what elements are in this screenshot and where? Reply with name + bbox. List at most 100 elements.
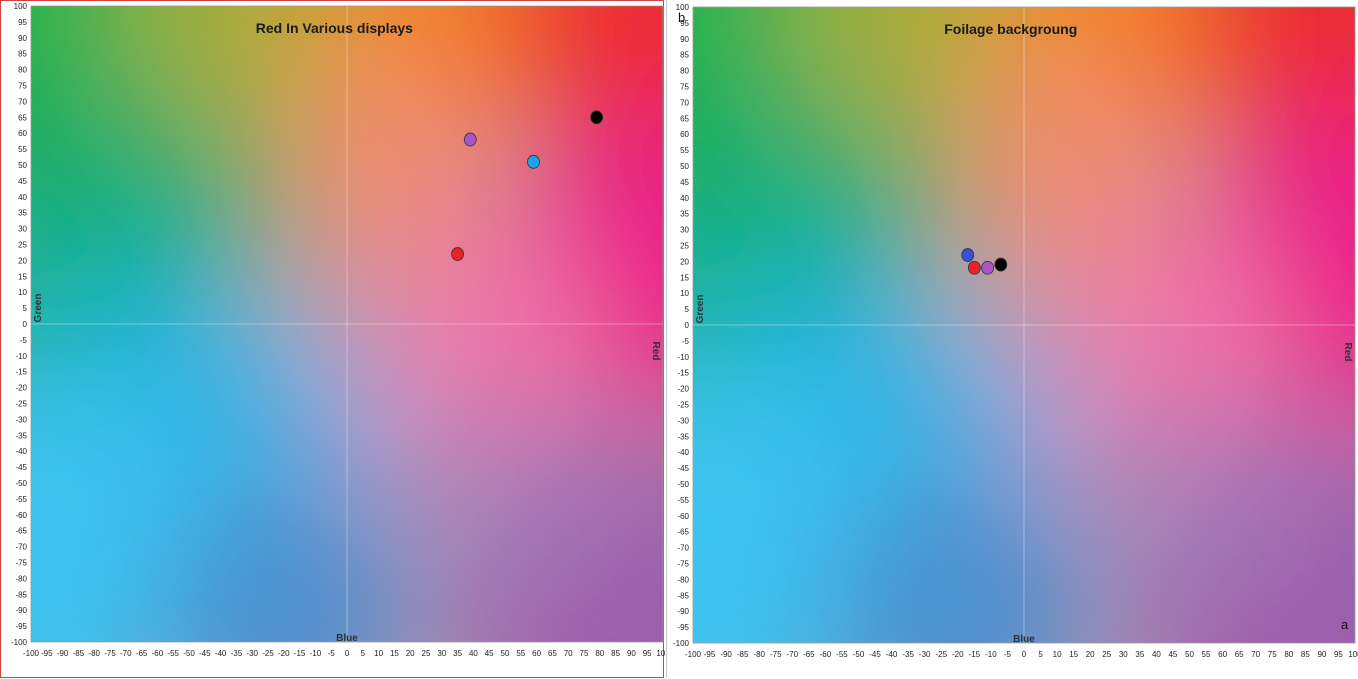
x-tick-label: 15: [1069, 650, 1078, 659]
x-tick-label: -80: [88, 649, 100, 658]
x-tick-label: 10: [1053, 650, 1062, 659]
y-tick-label: -50: [15, 479, 27, 488]
y-tick-label: -65: [15, 527, 27, 536]
x-tick-label: 10: [374, 649, 383, 658]
y-tick-label: 75: [680, 83, 689, 92]
y-tick-label: 75: [18, 82, 27, 91]
data-point-2: [967, 260, 981, 275]
x-tick-label: -85: [737, 650, 749, 659]
panel-letter-label-2: a: [1341, 617, 1349, 632]
y-tick-label: -60: [677, 512, 689, 521]
y-tick-label: -5: [20, 336, 28, 345]
y-tick-label: 5: [685, 305, 690, 314]
x-tick-label: -75: [770, 650, 782, 659]
y-tick-label: 5: [23, 304, 28, 313]
y-tick-label: -45: [677, 464, 689, 473]
y-tick-label: 0: [23, 320, 28, 329]
x-tick-label: 40: [469, 649, 478, 658]
x-tick-label: 50: [1185, 650, 1194, 659]
plot-background-gradient: [693, 7, 1355, 643]
y-tick-label: -75: [677, 560, 689, 569]
y-tick-label: -80: [15, 574, 27, 583]
y-tick-label: 85: [18, 50, 27, 59]
y-tick-label: 35: [18, 209, 27, 218]
data-point-3: [527, 154, 540, 169]
y-tick-label: 70: [680, 98, 689, 107]
x-tick-label: -70: [787, 650, 799, 659]
y-tick-label: 40: [18, 193, 27, 202]
chart-b-svg: 1009590858075706560555045403530252015105…: [673, 3, 1358, 659]
data-point-4: [994, 257, 1008, 272]
x-tick-label: 75: [580, 649, 589, 658]
x-tick-label: -30: [246, 649, 258, 658]
x-tick-label: 95: [1334, 650, 1343, 659]
y-tick-label: -100: [11, 638, 28, 647]
y-tick-label: 55: [18, 145, 27, 154]
y-tick-label: -10: [15, 352, 27, 361]
y-tick-label: 80: [680, 67, 689, 76]
x-tick-label: -35: [231, 649, 243, 658]
x-tick-label: -55: [167, 649, 179, 658]
chart-title: Foilage backgroung: [944, 21, 1077, 37]
x-axis-label: Blue: [336, 633, 358, 644]
data-point-4: [451, 247, 465, 261]
y-tick-label: 50: [680, 162, 689, 171]
x-tick-label: -20: [952, 650, 964, 659]
y-tick-label: 0: [685, 321, 690, 330]
x-tick-label: 70: [564, 649, 573, 658]
x-tick-label: 60: [532, 649, 541, 658]
chart-a-svg: 1009590858075706560555045403530252015105…: [11, 2, 665, 658]
x-tick-label: 45: [1168, 650, 1177, 659]
x-tick-label: 85: [1301, 650, 1310, 659]
x-tick-label: -65: [136, 649, 148, 658]
x-tick-label: -50: [853, 650, 865, 659]
y-tick-label: 60: [18, 129, 27, 138]
chart-title: Red In Various displays: [256, 20, 413, 36]
y-tick-label: -40: [677, 448, 689, 457]
x-tick-label: -60: [820, 650, 832, 659]
x-tick-label: -45: [199, 649, 211, 658]
y-tick-label: -95: [15, 622, 27, 631]
y-tick-label: -20: [15, 384, 27, 393]
x-tick-label: 95: [643, 649, 652, 658]
y-tick-label: -30: [677, 416, 689, 425]
x-tick-label: -80: [753, 650, 765, 659]
y-tick-label: 80: [18, 66, 27, 75]
y-tick-label: 100: [676, 3, 690, 12]
x-tick-label: 40: [1152, 650, 1161, 659]
x-tick-label: -25: [262, 649, 274, 658]
y-tick-label: -60: [15, 511, 27, 520]
x-tick-label: -45: [869, 650, 881, 659]
y-tick-label: 40: [680, 194, 689, 203]
x-tick-label: -5: [1004, 650, 1012, 659]
y-tick-label: -25: [15, 400, 27, 409]
y-tick-label: -50: [677, 480, 689, 489]
x-tick-label: -60: [152, 649, 164, 658]
y-tick-label: 70: [18, 97, 27, 106]
x-tick-label: 5: [361, 649, 366, 658]
x-tick-label: 20: [1086, 650, 1095, 659]
y-axis-label-left: Green: [33, 294, 44, 323]
x-tick-label: -25: [935, 650, 947, 659]
y-axis-label-left: Green: [695, 295, 706, 324]
x-tick-label: -10: [985, 650, 997, 659]
x-tick-label: 100: [656, 649, 665, 658]
y-tick-label: -90: [677, 607, 689, 616]
y-tick-label: -85: [677, 591, 689, 600]
y-tick-label: -75: [15, 559, 27, 568]
x-tick-label: 25: [1102, 650, 1111, 659]
x-tick-label: 0: [345, 649, 350, 658]
y-tick-label: -10: [677, 353, 689, 362]
data-point-1: [961, 248, 975, 262]
y-tick-label: -25: [677, 401, 689, 410]
x-tick-label: -35: [902, 650, 914, 659]
x-tick-label: -20: [278, 649, 290, 658]
x-tick-label: -85: [73, 649, 85, 658]
x-tick-label: -5: [328, 649, 336, 658]
x-tick-label: 15: [390, 649, 399, 658]
y-tick-label: -95: [677, 623, 689, 632]
x-tick-label: 80: [1284, 650, 1293, 659]
x-tick-label: 75: [1268, 650, 1277, 659]
x-axis-label: Blue: [1013, 634, 1035, 645]
plot-frame: [692, 6, 1356, 644]
